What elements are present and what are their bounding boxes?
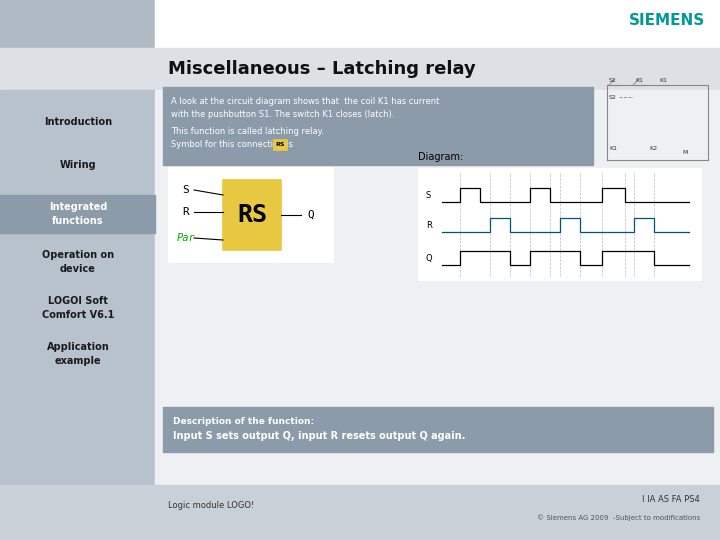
Text: LOGOI Soft
Comfort V6.1: LOGOI Soft Comfort V6.1 [42,296,114,320]
Text: Wiring: Wiring [60,160,96,170]
Text: Miscellaneous – Latching relay: Miscellaneous – Latching relay [168,60,476,78]
Text: A look at the circuit diagram shows that  the coil K1 has current: A look at the circuit diagram shows that… [171,97,439,106]
Text: S2: S2 [609,95,617,100]
Text: S: S [426,191,431,199]
Bar [223,180,281,250]
Text: SIEMENS: SIEMENS [629,13,705,28]
Bar [0,48,720,90]
Text: Integrated
functions: Integrated functions [49,202,107,226]
Bar [0,485,720,540]
Bar [155,90,720,485]
Bar [0,195,155,233]
Bar [163,407,713,452]
Text: .: . [289,140,292,149]
Bar [0,90,155,485]
Bar [273,139,287,150]
Text: © Siemens AG 2009  -Subject to modifications: © Siemens AG 2009 -Subject to modificati… [536,515,700,521]
Bar [163,87,593,165]
Text: with the pushbutton S1. The switch K1 closes (latch).: with the pushbutton S1. The switch K1 cl… [171,110,395,119]
Text: Input S sets output Q, input R resets output Q again.: Input S sets output Q, input R resets ou… [173,431,465,441]
Text: R: R [183,207,189,217]
Text: Par: Par [176,233,195,243]
Bar [418,168,701,280]
Bar [0,0,155,50]
Text: I IA AS FA PS4: I IA AS FA PS4 [642,496,700,504]
Text: Introduction: Introduction [44,117,112,127]
Text: RS: RS [275,142,284,147]
Text: RS: RS [237,203,267,227]
Bar [155,0,720,50]
Text: Logic module LOGO!: Logic module LOGO! [168,501,254,510]
Text: This function is called latching relay.: This function is called latching relay. [171,127,324,136]
Text: K1: K1 [635,78,643,83]
Text: Diagram:: Diagram: [418,152,463,162]
Text: Symbol for this connection is: Symbol for this connection is [171,140,293,149]
Text: Description of the function:: Description of the function: [173,417,314,426]
Text: Application
example: Application example [47,342,109,366]
Text: K2: K2 [649,146,657,151]
Bar [168,167,333,262]
Text: S: S [183,185,189,195]
Text: K1: K1 [609,146,617,151]
Text: Operation on
device: Operation on device [42,251,114,274]
Bar [619,146,641,158]
Text: S1: S1 [609,78,617,83]
Text: R: R [426,220,432,230]
Text: M: M [683,150,688,154]
Text: Q: Q [307,210,314,220]
Text: K1: K1 [659,78,667,83]
Text: Q: Q [426,253,433,262]
